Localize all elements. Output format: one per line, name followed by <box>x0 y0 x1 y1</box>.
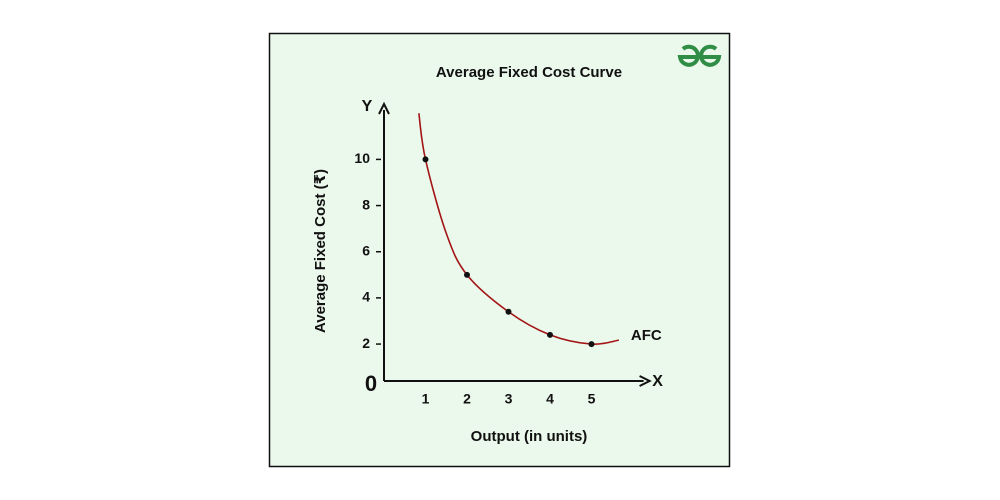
origin-label: 0 <box>365 371 377 396</box>
y-tick-label: 2 <box>362 335 370 351</box>
logo <box>677 44 722 67</box>
x-tick-label: 1 <box>422 391 430 407</box>
y-axis-label: Average Fixed Cost (₹) <box>312 169 329 333</box>
curve <box>418 113 620 345</box>
data-point <box>422 156 429 163</box>
x-axis-arrow <box>639 375 652 387</box>
y-tick-label: 10 <box>354 150 370 166</box>
y-tick-label: 8 <box>362 196 370 212</box>
x-tick-label: 3 <box>505 391 513 407</box>
x-axis-name: X <box>652 373 663 390</box>
y-axis-name: Y <box>362 98 373 115</box>
y-axis-arrow <box>378 101 390 115</box>
x-tick-label: 5 <box>588 391 596 407</box>
x-axis-label: Output (in units) <box>471 428 588 445</box>
chart-title: Average Fixed Cost Curve <box>436 64 622 81</box>
data-point <box>547 331 553 338</box>
data-point <box>464 271 470 278</box>
data-point <box>505 308 512 315</box>
data-point <box>588 341 595 348</box>
series-label: AFC <box>631 327 662 344</box>
x-tick-label: 2 <box>463 391 471 407</box>
y-tick-label: 4 <box>362 289 370 305</box>
chart-frame <box>268 32 731 468</box>
y-tick-label: 6 <box>362 242 370 258</box>
x-tick-label: 4 <box>546 391 554 407</box>
